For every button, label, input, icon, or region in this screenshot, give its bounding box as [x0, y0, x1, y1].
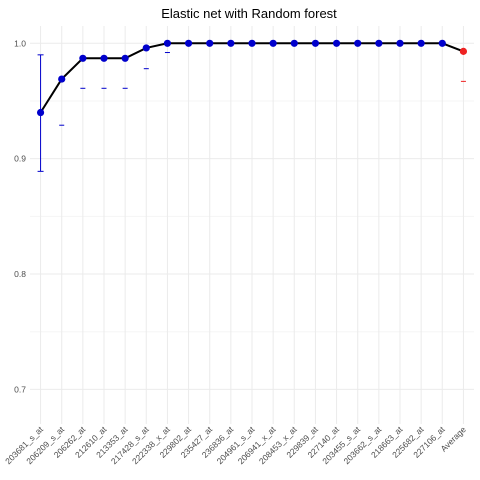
- data-point: [375, 39, 383, 47]
- y-tick-label: 0.8: [14, 269, 26, 279]
- y-tick-label: 0.9: [14, 154, 26, 164]
- y-tick-label: 1.0: [14, 38, 26, 48]
- data-point: [417, 39, 425, 47]
- data-point: [290, 39, 298, 47]
- data-point: [79, 54, 87, 62]
- data-point: [163, 39, 172, 47]
- data-point: [206, 39, 214, 47]
- data-point: [269, 39, 277, 47]
- data-point: [142, 44, 150, 52]
- average-point: [459, 47, 468, 55]
- data-point: [332, 39, 341, 47]
- data-points: [36, 39, 468, 117]
- data-point: [396, 39, 404, 47]
- data-point: [248, 39, 256, 47]
- data-point: [184, 39, 193, 47]
- y-axis: 0.7 0.8 0.9 1.0: [14, 38, 26, 394]
- data-point: [354, 39, 362, 47]
- data-point: [36, 108, 45, 117]
- grid: [30, 26, 474, 424]
- data-point: [227, 39, 235, 47]
- data-point: [100, 54, 108, 62]
- data-point: [438, 39, 446, 47]
- y-tick-label: 0.7: [14, 384, 26, 394]
- data-point: [311, 39, 320, 47]
- data-point: [121, 54, 129, 62]
- chart-title: Elastic net with Random forest: [161, 6, 337, 21]
- x-axis: 203681_s_at206209_s_at206262_at212610_at…: [3, 424, 468, 466]
- data-point: [58, 75, 66, 83]
